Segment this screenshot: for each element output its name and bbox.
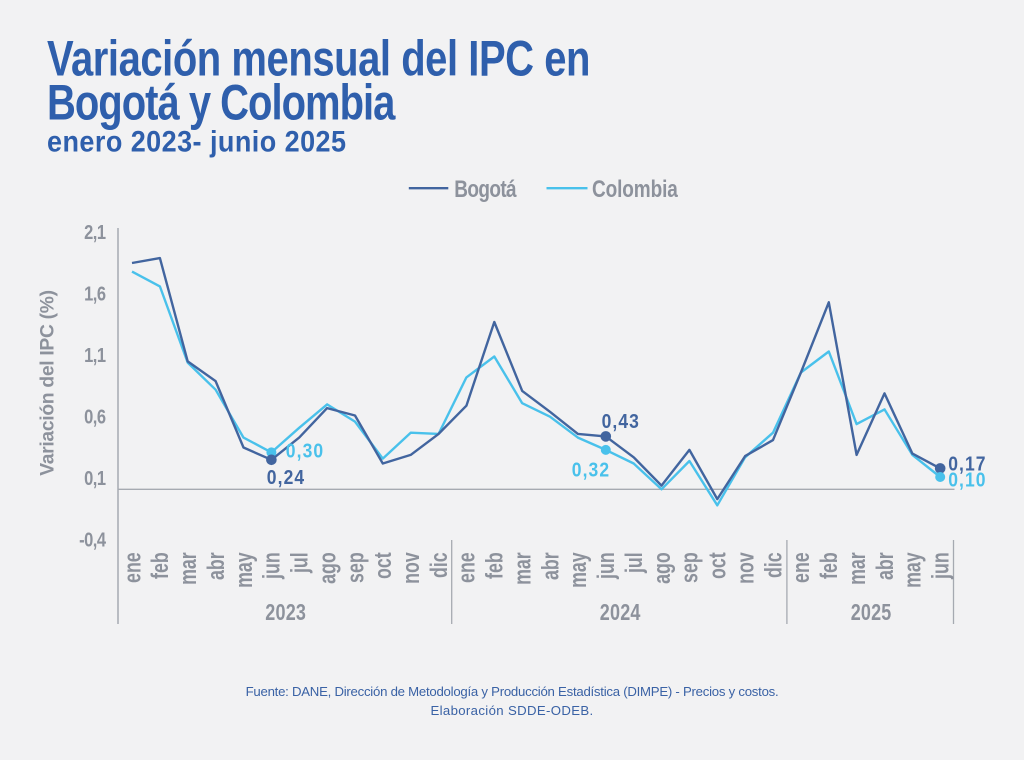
svg-text:nov: nov bbox=[399, 552, 425, 584]
svg-text:0,1: 0,1 bbox=[84, 466, 106, 489]
svg-text:jun: jun bbox=[928, 552, 954, 580]
svg-text:0,24: 0,24 bbox=[267, 467, 305, 490]
svg-text:-0,4: -0,4 bbox=[79, 528, 106, 551]
svg-text:sep: sep bbox=[677, 552, 703, 583]
svg-text:dic: dic bbox=[426, 552, 452, 578]
svg-text:Bogotá y Colombia: Bogotá y Colombia bbox=[47, 74, 396, 130]
svg-text:Colombia: Colombia bbox=[592, 176, 679, 203]
svg-text:mar: mar bbox=[510, 552, 536, 585]
svg-text:1,1: 1,1 bbox=[84, 343, 106, 366]
svg-text:Variación del IPC (%): Variación del IPC (%) bbox=[38, 290, 59, 476]
svg-text:oct: oct bbox=[705, 552, 731, 579]
svg-text:feb: feb bbox=[482, 552, 508, 579]
svg-text:abr: abr bbox=[538, 552, 564, 580]
svg-text:ago: ago bbox=[649, 552, 675, 584]
svg-text:Bogotá: Bogotá bbox=[454, 176, 517, 203]
svg-text:feb: feb bbox=[148, 552, 174, 579]
svg-text:may: may bbox=[231, 552, 257, 588]
svg-text:enero 2023- junio 2025: enero 2023- junio 2025 bbox=[47, 125, 346, 159]
svg-text:abr: abr bbox=[203, 552, 229, 580]
svg-text:dic: dic bbox=[761, 552, 787, 578]
svg-text:mar: mar bbox=[844, 552, 870, 585]
svg-text:mar: mar bbox=[176, 552, 202, 585]
svg-text:jun: jun bbox=[259, 552, 285, 580]
svg-text:0,43: 0,43 bbox=[602, 411, 640, 434]
svg-text:2024: 2024 bbox=[600, 600, 641, 626]
svg-text:oct: oct bbox=[371, 552, 397, 579]
svg-text:ene: ene bbox=[789, 552, 815, 583]
svg-text:2023: 2023 bbox=[265, 600, 306, 626]
svg-text:jul: jul bbox=[622, 552, 648, 574]
svg-text:ene: ene bbox=[120, 552, 146, 583]
svg-text:feb: feb bbox=[817, 552, 843, 579]
svg-text:1,6: 1,6 bbox=[84, 282, 106, 305]
svg-text:abr: abr bbox=[872, 552, 898, 580]
svg-text:jul: jul bbox=[287, 552, 313, 574]
svg-text:sep: sep bbox=[343, 552, 369, 583]
svg-text:0,32: 0,32 bbox=[572, 459, 610, 482]
svg-text:Elaboración SDDE-ODEB.: Elaboración SDDE-ODEB. bbox=[430, 703, 593, 718]
svg-text:ago: ago bbox=[315, 552, 341, 584]
svg-text:ene: ene bbox=[454, 552, 480, 583]
svg-text:may: may bbox=[900, 552, 926, 588]
svg-text:0,6: 0,6 bbox=[84, 405, 106, 428]
svg-text:2,1: 2,1 bbox=[84, 220, 106, 243]
svg-text:0,17: 0,17 bbox=[948, 453, 986, 476]
svg-text:Fuente: DANE, Dirección de Met: Fuente: DANE, Dirección de Metodología y… bbox=[246, 684, 779, 699]
svg-text:nov: nov bbox=[733, 552, 759, 584]
svg-text:Variación mensual del IPC en: Variación mensual del IPC en bbox=[47, 30, 590, 86]
svg-text:2025: 2025 bbox=[851, 600, 892, 626]
svg-text:jun: jun bbox=[594, 552, 620, 580]
svg-text:0,10: 0,10 bbox=[948, 469, 986, 492]
svg-text:may: may bbox=[566, 552, 592, 588]
svg-text:0,30: 0,30 bbox=[286, 440, 324, 463]
